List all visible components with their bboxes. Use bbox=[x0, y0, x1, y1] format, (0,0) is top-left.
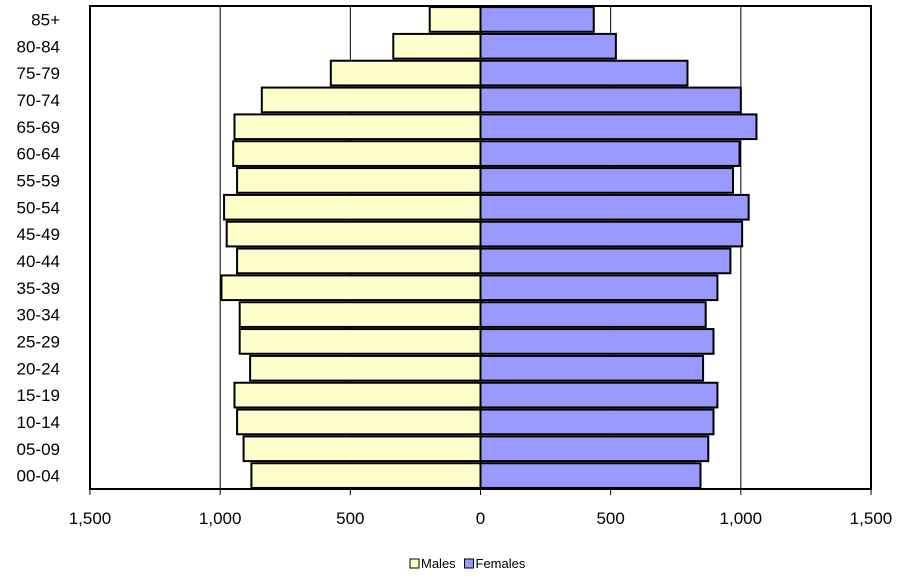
bar-females-85+ bbox=[479, 6, 595, 33]
bar-females-30-34 bbox=[479, 301, 707, 328]
bar-males-00-04 bbox=[250, 462, 482, 489]
y-tick-label: 25-29 bbox=[17, 332, 60, 351]
gridlines bbox=[219, 6, 742, 489]
bar-males-45-49 bbox=[225, 220, 482, 248]
bar-males-80-84 bbox=[392, 32, 482, 60]
y-tick-label: 75-79 bbox=[17, 64, 60, 83]
y-tick-label: 35-39 bbox=[17, 279, 60, 298]
legend: Males Females bbox=[409, 556, 526, 571]
bar-males-75-79 bbox=[329, 59, 482, 87]
y-tick-label: 30-34 bbox=[17, 306, 60, 325]
bar-females-00-04 bbox=[479, 462, 702, 489]
legend-swatch-males bbox=[409, 558, 420, 569]
y-tick-label: 65-69 bbox=[17, 118, 60, 137]
bar-females-40-44 bbox=[479, 247, 732, 275]
y-tick-label: 50-54 bbox=[17, 198, 60, 217]
bar-males-25-29 bbox=[238, 328, 482, 355]
x-tick-label: 1,500 bbox=[69, 509, 112, 528]
x-axis-labels: 1,500 1,000 500 0 500 1,000 1,500 bbox=[69, 489, 893, 528]
bar-males-35-39 bbox=[220, 274, 482, 302]
bar-males-05-09 bbox=[242, 435, 482, 463]
bar-females-15-19 bbox=[479, 381, 719, 409]
y-tick-label: 80-84 bbox=[17, 37, 60, 56]
bar-females-60-64 bbox=[479, 140, 741, 167]
bar-females-20-24 bbox=[479, 354, 705, 382]
bar-males-10-14 bbox=[236, 408, 482, 436]
bar-females-70-74 bbox=[479, 86, 742, 114]
y-tick-label: 40-44 bbox=[17, 252, 60, 271]
bar-females-65-69 bbox=[479, 113, 758, 141]
bar-females-25-29 bbox=[479, 328, 715, 355]
legend-swatch-females bbox=[464, 558, 474, 569]
bar-females-75-79 bbox=[479, 59, 689, 87]
bar-females-55-59 bbox=[479, 167, 735, 194]
x-tick-label: 0 bbox=[476, 509, 485, 528]
y-tick-label: 85+ bbox=[31, 10, 60, 29]
x-tick-label: 1,500 bbox=[850, 509, 893, 528]
x-tick-label: 500 bbox=[336, 509, 364, 528]
y-tick-label: 15-19 bbox=[17, 386, 60, 405]
bar-males-20-24 bbox=[249, 354, 482, 382]
legend-label-males: Males bbox=[421, 556, 456, 571]
y-tick-label: 70-74 bbox=[17, 91, 60, 110]
y-tick-label: 05-09 bbox=[17, 440, 60, 459]
bar-females-50-54 bbox=[479, 193, 750, 221]
bar-males-40-44 bbox=[236, 247, 482, 275]
bar-males-50-54 bbox=[223, 193, 482, 221]
x-tick-label: 1,000 bbox=[199, 509, 242, 528]
y-tick-label: 10-14 bbox=[17, 413, 60, 432]
y-axis-labels: 00-04 05-09 10-14 15-19 20-24 25-29 30-34 35-39… bbox=[17, 10, 61, 485]
bar-females-80-84 bbox=[479, 32, 617, 60]
bar-males-15-19 bbox=[233, 381, 482, 409]
bar-males-55-59 bbox=[236, 167, 482, 194]
y-tick-label: 45-49 bbox=[17, 225, 60, 244]
y-tick-label: 60-64 bbox=[17, 145, 60, 164]
y-tick-label: 20-24 bbox=[17, 359, 60, 378]
bar-females-10-14 bbox=[479, 408, 715, 436]
y-tick-label: 55-59 bbox=[17, 171, 60, 190]
y-tick-label: 00-04 bbox=[17, 467, 60, 486]
bar-males-65-69 bbox=[233, 113, 482, 141]
x-tick-label: 500 bbox=[596, 509, 624, 528]
bar-females-05-09 bbox=[479, 435, 710, 463]
bar-males-70-74 bbox=[260, 86, 482, 114]
bar-males-30-34 bbox=[238, 301, 482, 328]
bar-males-60-64 bbox=[232, 140, 482, 167]
x-tick-label: 1,000 bbox=[720, 509, 763, 528]
bar-females-45-49 bbox=[479, 220, 744, 248]
bar-females-35-39 bbox=[479, 274, 719, 302]
bar-males-85+ bbox=[428, 6, 482, 33]
legend-label-females: Females bbox=[476, 556, 526, 571]
bars bbox=[220, 6, 758, 489]
